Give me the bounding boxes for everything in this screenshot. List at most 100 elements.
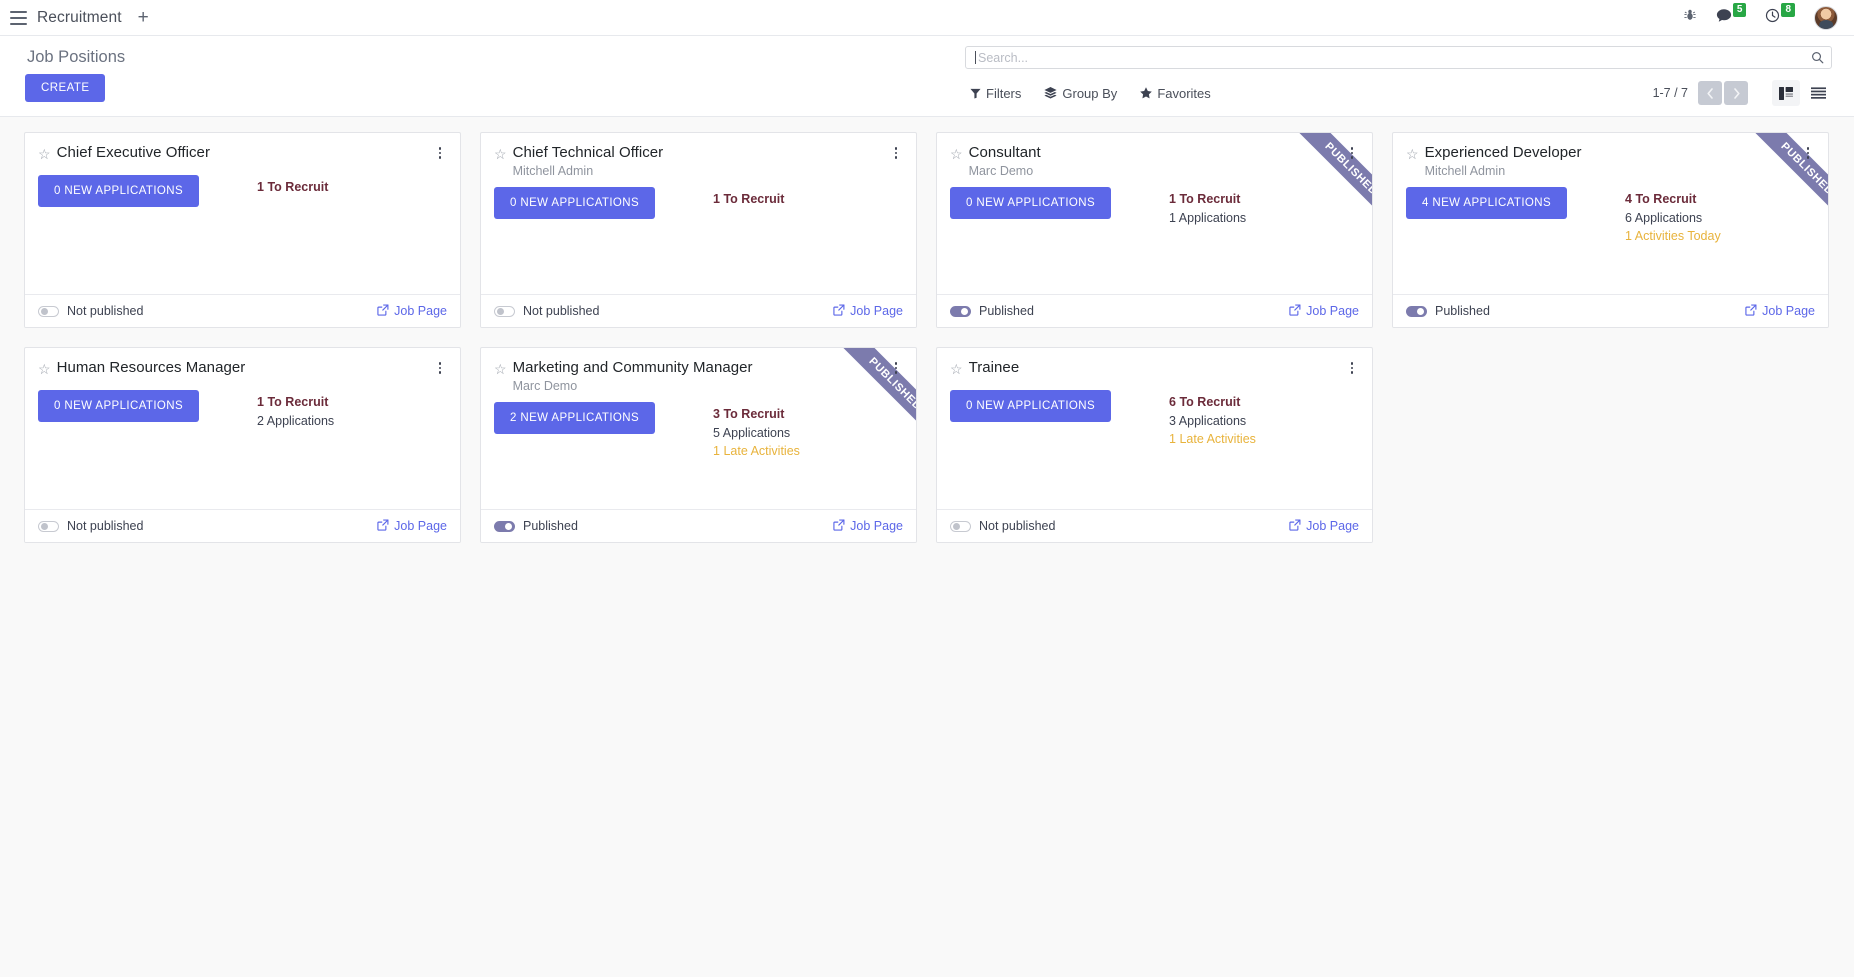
card-footer: Not published Job Page xyxy=(25,294,460,327)
kanban-view-icon[interactable] xyxy=(1772,80,1800,106)
star-outline-icon[interactable]: ☆ xyxy=(38,146,51,162)
filters-dropdown[interactable]: Filters xyxy=(970,86,1021,101)
card-subtitle: Marc Demo xyxy=(512,379,578,394)
job-position-card[interactable]: PUBLISHED ☆ Consultant Marc Demo 0 NEW A… xyxy=(936,132,1373,328)
kebab-menu-icon[interactable] xyxy=(1345,362,1359,374)
job-position-card[interactable]: ☆ Trainee 0 NEW APPLICATIONS 6 To Recrui… xyxy=(936,347,1373,543)
activities-menu[interactable]: 8 xyxy=(1765,2,1795,28)
job-position-card[interactable]: ☆ Chief Technical Officer Mitchell Admin… xyxy=(480,132,917,328)
card-footer: Not published Job Page xyxy=(481,294,916,327)
job-page-link[interactable]: Job Page xyxy=(1745,303,1815,319)
job-page-link[interactable]: Job Page xyxy=(1289,303,1359,319)
kanban-card-grid: ☆ Chief Executive Officer 0 NEW APPLICAT… xyxy=(24,132,1854,543)
publish-switch[interactable] xyxy=(494,305,515,317)
card-footer: Published Job Page xyxy=(1393,294,1828,327)
publish-toggle[interactable]: Not published xyxy=(950,519,1055,533)
systray: 5 8 xyxy=(1683,2,1842,30)
kebab-menu-icon[interactable] xyxy=(433,147,447,159)
star-outline-icon[interactable]: ☆ xyxy=(950,361,963,377)
card-stats-row: 0 NEW APPLICATIONS 1 To Recruit xyxy=(494,187,903,220)
publish-switch[interactable] xyxy=(1406,305,1427,317)
job-page-link[interactable]: Job Page xyxy=(833,303,903,319)
publish-toggle[interactable]: Published xyxy=(1406,304,1490,318)
pager-previous-button[interactable] xyxy=(1698,81,1722,105)
card-body: ☆ Chief Executive Officer 0 NEW APPLICAT… xyxy=(25,133,460,294)
card-stats: 4 To Recruit 6 Applications 1 Activities… xyxy=(1625,187,1721,244)
kebab-menu-icon[interactable] xyxy=(1801,147,1815,159)
card-stats: 1 To Recruit xyxy=(713,187,784,208)
card-header: ☆ Trainee xyxy=(950,359,1359,376)
search-input[interactable] xyxy=(978,50,1811,65)
job-page-link[interactable]: Job Page xyxy=(377,518,447,534)
card-title-wrap: Chief Executive Officer xyxy=(57,144,427,161)
publish-switch[interactable] xyxy=(494,520,515,532)
publish-switch[interactable] xyxy=(950,520,971,532)
star-outline-icon[interactable]: ☆ xyxy=(950,146,963,162)
star-outline-icon[interactable]: ☆ xyxy=(1406,146,1419,162)
star-outline-icon[interactable]: ☆ xyxy=(38,361,51,377)
job-page-link[interactable]: Job Page xyxy=(377,303,447,319)
job-position-card[interactable]: PUBLISHED ☆ Marketing and Community Mana… xyxy=(480,347,917,543)
group-by-dropdown[interactable]: Group By xyxy=(1044,86,1117,101)
new-applications-button: 0 NEW APPLICATIONS xyxy=(950,187,1112,220)
star-outline-icon[interactable]: ☆ xyxy=(494,361,507,377)
new-tab-plus-button[interactable]: + xyxy=(137,7,149,28)
job-position-card[interactable]: ☆ Chief Executive Officer 0 NEW APPLICAT… xyxy=(24,132,461,328)
job-position-card[interactable]: PUBLISHED ☆ Experienced Developer Mitche… xyxy=(1392,132,1829,328)
job-page-label: Job Page xyxy=(850,519,903,533)
navbar-left: Recruitment + xyxy=(10,8,149,27)
card-applications-count: 1 Applications xyxy=(1169,210,1247,225)
hamburger-menu-icon[interactable] xyxy=(10,10,27,25)
pager-range[interactable]: 1-7 / 7 xyxy=(1652,86,1688,100)
publish-switch[interactable] xyxy=(38,305,59,317)
new-applications-button: 0 NEW APPLICATIONS xyxy=(38,175,200,208)
job-page-link[interactable]: Job Page xyxy=(1289,518,1359,534)
job-page-label: Job Page xyxy=(394,519,447,533)
kebab-menu-icon[interactable] xyxy=(889,362,903,374)
user-avatar[interactable] xyxy=(1814,5,1838,30)
control-panel-left: Job Positions CREATE xyxy=(25,44,965,102)
publish-status-label: Not published xyxy=(523,304,600,318)
card-body: ☆ Consultant Marc Demo 0 NEW APPLICATION… xyxy=(937,133,1372,294)
messages-menu[interactable]: 5 xyxy=(1716,2,1747,28)
star-icon xyxy=(1140,87,1153,99)
job-position-card[interactable]: ☆ Human Resources Manager 0 NEW APPLICAT… xyxy=(24,347,461,543)
create-button[interactable]: CREATE xyxy=(25,74,105,102)
publish-toggle[interactable]: Not published xyxy=(38,519,143,533)
kebab-menu-icon[interactable] xyxy=(1345,147,1359,159)
kebab-menu-icon[interactable] xyxy=(433,362,447,374)
favorites-dropdown[interactable]: Favorites xyxy=(1140,86,1211,101)
card-footer: Published Job Page xyxy=(937,294,1372,327)
publish-toggle[interactable]: Not published xyxy=(38,304,143,318)
chat-bubble-icon xyxy=(1716,8,1732,28)
job-page-label: Job Page xyxy=(1306,519,1359,533)
publish-status-label: Published xyxy=(979,304,1034,318)
search-icon[interactable] xyxy=(1811,51,1824,64)
job-page-label: Job Page xyxy=(1306,304,1359,318)
card-title-wrap: Trainee xyxy=(969,359,1339,376)
job-page-link[interactable]: Job Page xyxy=(833,518,903,534)
kanban-view: ☆ Chief Executive Officer 0 NEW APPLICAT… xyxy=(0,117,1854,977)
publish-toggle[interactable]: Published xyxy=(494,519,578,533)
search-bar[interactable] xyxy=(965,46,1832,69)
filter-menus: Filters Group By xyxy=(970,86,1211,101)
debug-menu[interactable] xyxy=(1683,8,1697,27)
card-header: ☆ Chief Executive Officer xyxy=(38,144,447,161)
publish-switch[interactable] xyxy=(950,305,971,317)
publish-switch[interactable] xyxy=(38,520,59,532)
card-title: Chief Technical Officer xyxy=(512,144,664,161)
card-header: ☆ Chief Technical Officer Mitchell Admin xyxy=(494,144,903,179)
card-body: ☆ Human Resources Manager 0 NEW APPLICAT… xyxy=(25,348,460,509)
pager-next-button[interactable] xyxy=(1724,81,1748,105)
kebab-menu-icon[interactable] xyxy=(889,147,903,159)
list-view-icon[interactable] xyxy=(1804,80,1832,106)
external-link-icon xyxy=(833,518,845,534)
external-link-icon xyxy=(377,518,389,534)
card-title-wrap: Consultant Marc Demo xyxy=(969,144,1339,179)
control-panel-right: Filters Group By xyxy=(965,44,1832,106)
star-outline-icon[interactable]: ☆ xyxy=(494,146,507,162)
card-title: Consultant xyxy=(968,144,1041,161)
publish-toggle[interactable]: Published xyxy=(950,304,1034,318)
app-title[interactable]: Recruitment xyxy=(37,8,122,26)
publish-toggle[interactable]: Not published xyxy=(494,304,599,318)
